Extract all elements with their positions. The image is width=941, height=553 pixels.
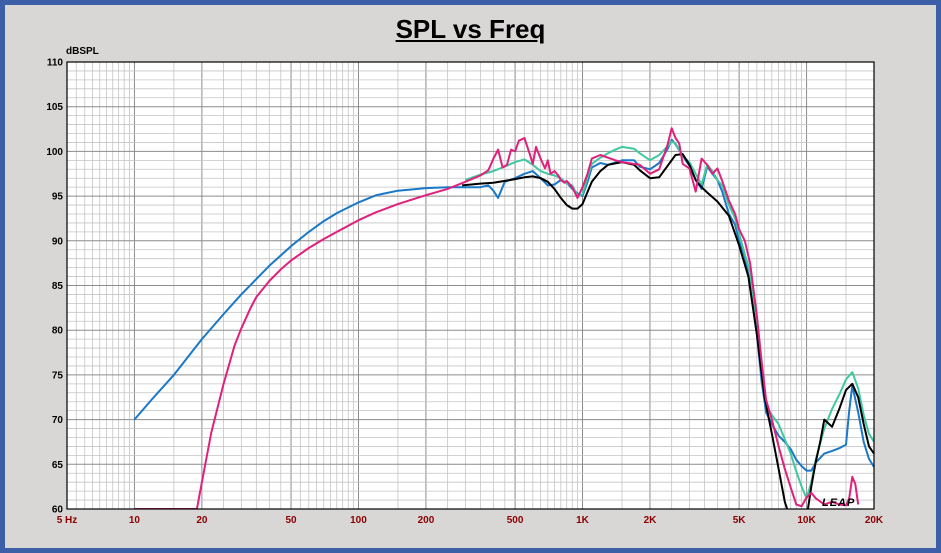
- series-line-3: [462, 153, 874, 509]
- x-tick-label: 10K: [797, 515, 816, 526]
- chart-title: SPL vs Freq: [395, 14, 546, 44]
- x-tick-label: 20: [196, 515, 208, 526]
- y-tick-label: 100: [46, 147, 63, 158]
- y-tick-label: 95: [52, 192, 64, 203]
- x-tick-label: 20K: [865, 515, 884, 526]
- y-tick-label: 85: [52, 281, 64, 292]
- y-tick-label: 75: [52, 370, 64, 381]
- x-tick-label: 100: [350, 515, 367, 526]
- y-tick-label: 70: [52, 415, 64, 426]
- y-tick-label: 65: [52, 460, 64, 471]
- x-tick-label: 2K: [644, 515, 658, 526]
- plot-border: [66, 61, 875, 510]
- y-tick-labels: 60 65 70 75 80 85 90 95 100 105 110: [46, 58, 63, 516]
- y-tick-label: 105: [46, 102, 63, 113]
- x-tick-label: 1K: [576, 515, 590, 526]
- y-tick-label: 80: [52, 326, 64, 337]
- grid-lines: [66, 61, 875, 510]
- x-tick-labels: 5 Hz 10 20 50 100 200 500 1K 2K 5K 10K 20K: [57, 515, 884, 526]
- x-tick-label: 5 Hz: [57, 515, 78, 526]
- y-tick-label: 110: [47, 58, 64, 69]
- series-line-4: [134, 127, 860, 509]
- x-tick-label: 5K: [733, 515, 747, 526]
- y-tick-label: 90: [52, 236, 64, 247]
- series-line-1: [133, 138, 874, 472]
- x-tick-label: 200: [418, 515, 435, 526]
- x-tick-label: 50: [285, 515, 297, 526]
- x-tick-label: 500: [507, 515, 524, 526]
- x-tick-label: 10: [129, 515, 141, 526]
- leap-watermark: LEAP: [822, 497, 855, 509]
- y-tick-label: 60: [52, 505, 64, 516]
- y-axis-label: dBSPL: [66, 46, 99, 57]
- series-group: [133, 127, 874, 509]
